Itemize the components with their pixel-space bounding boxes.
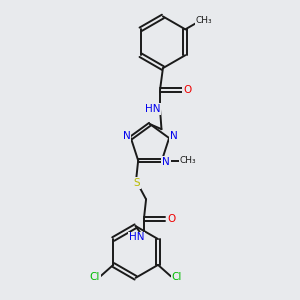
Text: Cl: Cl bbox=[89, 272, 100, 282]
Text: CH₃: CH₃ bbox=[179, 156, 196, 165]
Text: O: O bbox=[167, 214, 175, 224]
Text: O: O bbox=[183, 85, 191, 95]
Text: N: N bbox=[169, 131, 177, 141]
Text: HN: HN bbox=[129, 232, 145, 242]
Text: Cl: Cl bbox=[172, 272, 182, 282]
Text: CH₃: CH₃ bbox=[196, 16, 212, 25]
Text: N: N bbox=[123, 131, 130, 141]
Text: S: S bbox=[134, 178, 140, 188]
Text: HN: HN bbox=[145, 104, 160, 114]
Text: N: N bbox=[162, 157, 170, 167]
